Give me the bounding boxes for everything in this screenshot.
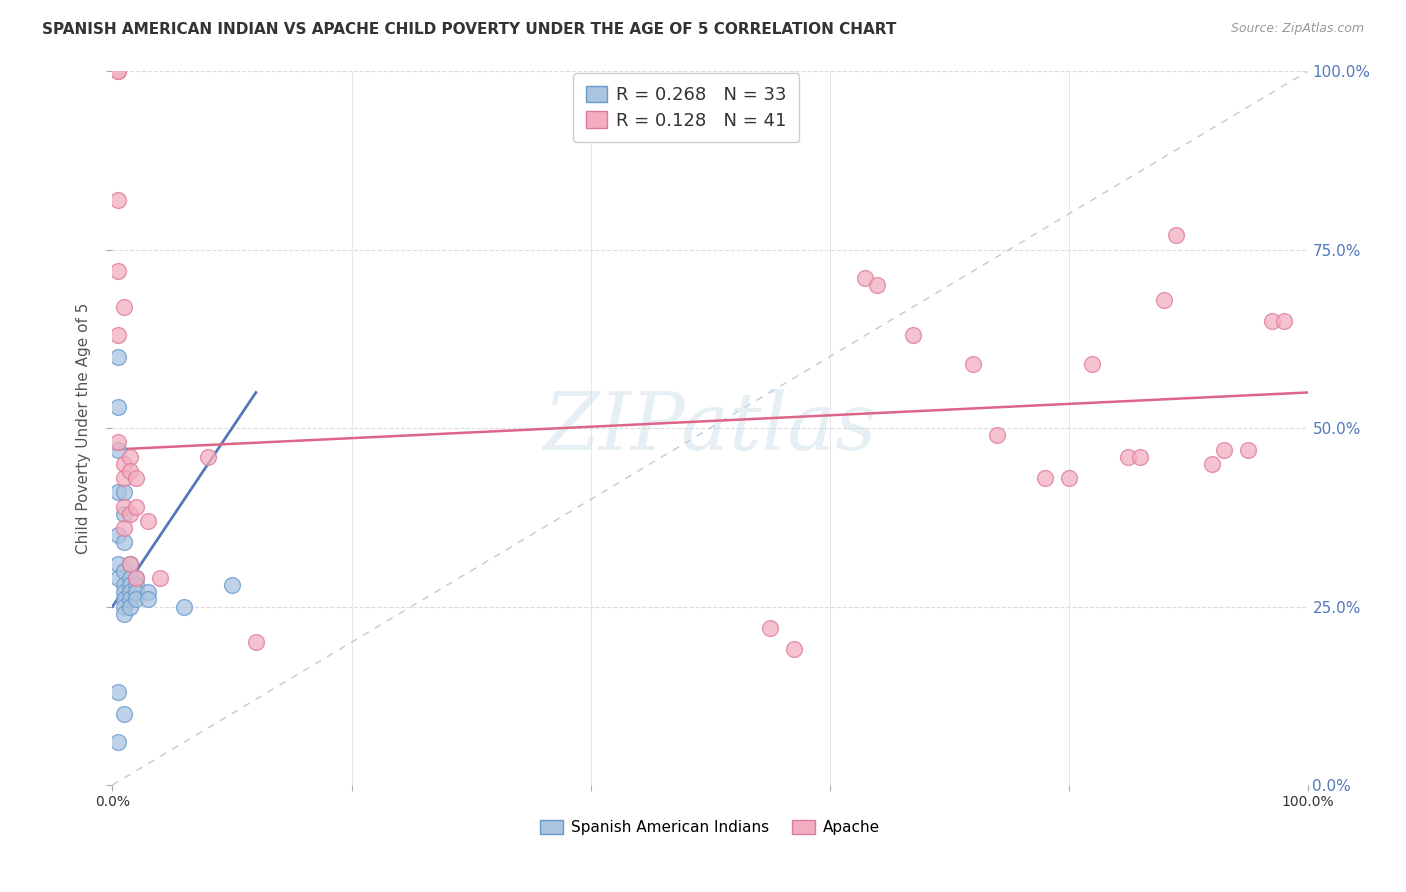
Point [114,471,135,485]
Point [903,328,925,343]
Point [120,578,142,592]
Point [107,685,129,699]
Point [986,428,1008,442]
Point [125,592,148,607]
Point [114,300,135,314]
Point [114,507,135,521]
Point [1033,471,1056,485]
Point [1201,457,1223,471]
Point [114,564,135,578]
Point [245,635,267,649]
Point [114,578,135,592]
Point [138,592,160,607]
Text: SPANISH AMERICAN INDIAN VS APACHE CHILD POVERTY UNDER THE AGE OF 5 CORRELATION C: SPANISH AMERICAN INDIAN VS APACHE CHILD … [42,22,897,37]
Point [138,585,160,599]
Point [107,193,129,207]
Point [125,571,148,585]
Point [120,464,142,478]
Point [120,599,142,614]
Point [1081,357,1104,371]
Point [107,485,129,500]
Point [107,350,129,364]
Point [962,357,984,371]
Point [114,592,135,607]
Point [173,599,195,614]
Point [125,471,148,485]
Point [125,578,148,592]
Point [107,557,129,571]
Point [120,507,142,521]
Point [107,735,129,749]
Text: ZIPatlas: ZIPatlas [543,390,877,467]
Point [782,642,804,657]
Point [107,571,129,585]
Point [114,607,135,621]
Point [1237,442,1260,457]
Point [1272,314,1295,328]
Point [107,64,129,78]
Point [107,442,129,457]
Point [114,485,135,500]
Point [107,328,129,343]
Point [759,621,782,635]
Point [107,435,129,450]
Point [114,585,135,599]
Point [125,571,148,585]
Point [114,521,135,535]
Point [1118,450,1140,464]
Point [114,457,135,471]
Point [866,278,889,293]
Point [107,400,129,414]
Point [1213,442,1236,457]
Point [1166,228,1188,243]
Point [114,706,135,721]
Point [855,271,877,285]
Point [197,450,219,464]
Point [120,557,142,571]
Point [120,557,142,571]
Point [114,500,135,514]
Point [138,514,160,528]
Point [120,571,142,585]
Point [114,599,135,614]
Point [221,578,243,592]
Point [125,500,148,514]
Text: Source: ZipAtlas.com: Source: ZipAtlas.com [1230,22,1364,36]
Y-axis label: Child Poverty Under the Age of 5: Child Poverty Under the Age of 5 [76,302,91,554]
Legend: Spanish American Indians, Apache: Spanish American Indians, Apache [534,814,886,841]
Point [107,528,129,542]
Point [114,535,135,549]
Point [1261,314,1284,328]
Point [120,585,142,599]
Point [125,585,148,599]
Point [120,450,142,464]
Point [1153,293,1175,307]
Point [1129,450,1152,464]
Point [149,571,172,585]
Point [120,592,142,607]
Point [107,64,129,78]
Point [107,264,129,278]
Point [1057,471,1080,485]
